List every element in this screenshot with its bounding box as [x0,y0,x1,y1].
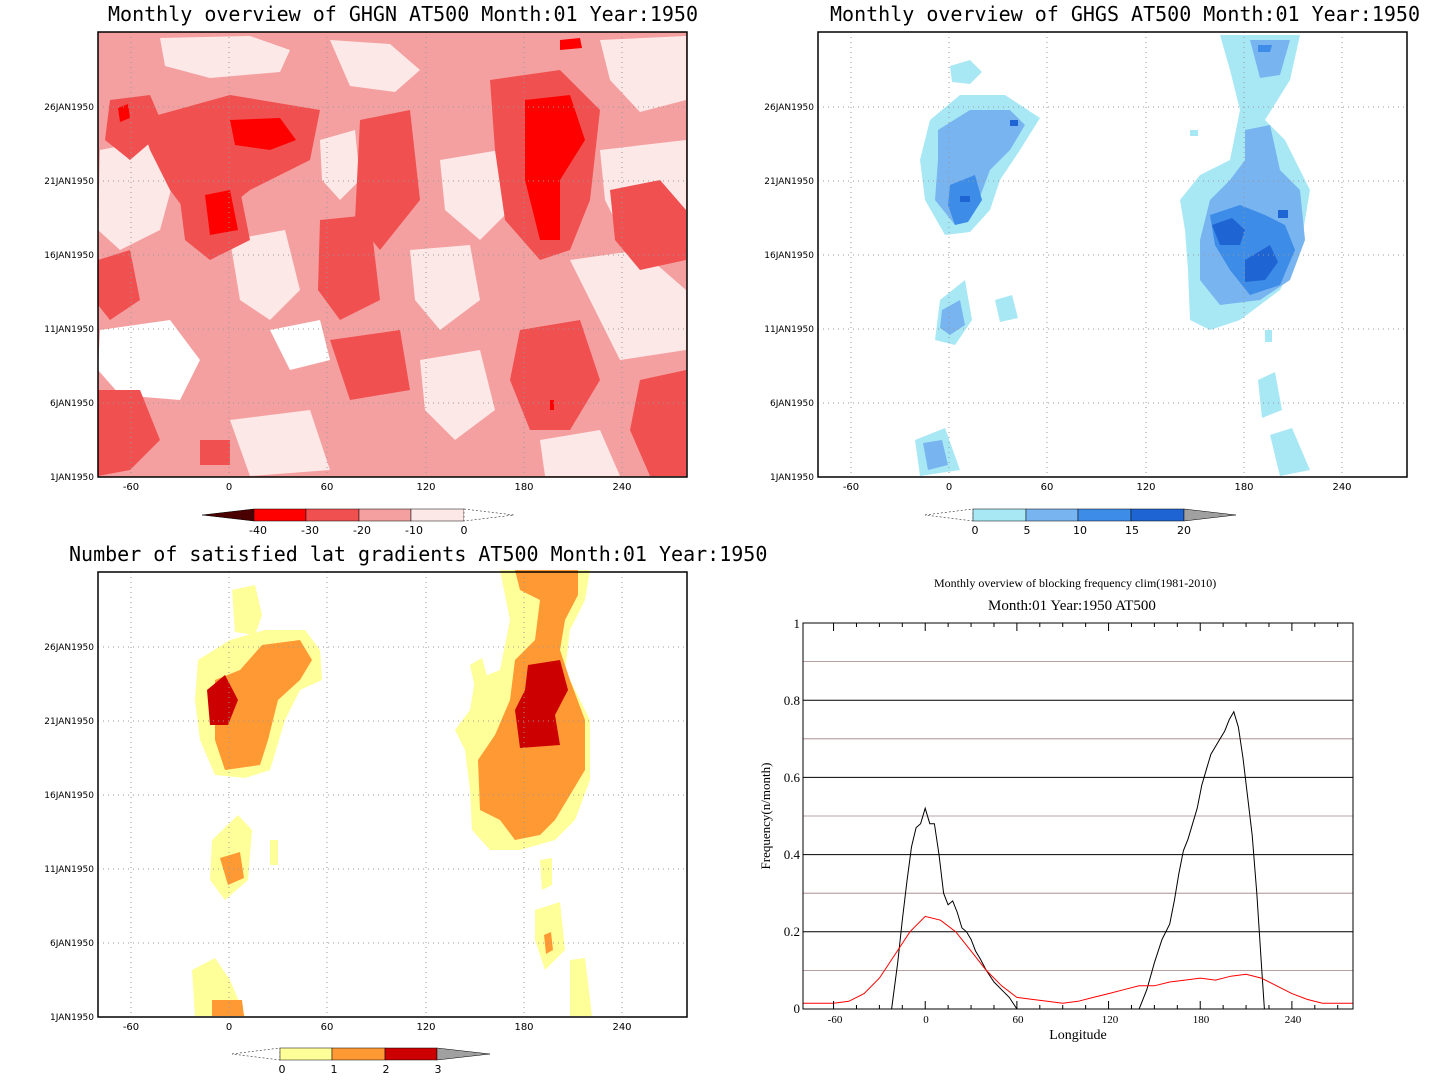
ghgs-ytick: 16JAN1950 [764,251,814,261]
ghgs-xtick: 240 [1332,482,1351,493]
ghgn-ytick: 16JAN1950 [44,251,94,261]
ghgn-panel: Monthly overview of GHGN AT500 Month:01 … [0,0,720,545]
ghgs-ytick: 6JAN1950 [770,399,814,409]
ghgn-cbar-label: 0 [461,524,468,537]
ghgs-xtick: 60 [1041,482,1054,493]
freq-grid [803,661,1353,971]
freq-subtitle: Month:01 Year:1950 AT500 [988,598,1156,614]
freq-title: Monthly overview of blocking frequency c… [934,576,1217,590]
lat-ytick: 26JAN1950 [44,643,94,653]
freq-xtick: 180 [1193,1014,1210,1026]
ghgn-ytick: 1JAN1950 [50,473,94,483]
ghgn-frame [97,31,688,478]
freq-xlabel: Longitude [1049,1028,1107,1043]
ghgs-cbar-label: 0 [972,524,979,537]
freq-series-line-1 [803,915,1353,1004]
ghgn-ytick: 26JAN1950 [44,103,94,113]
lat-grid [98,572,687,1017]
lat-ytick: 1JAN1950 [50,1013,94,1023]
lat-ytick: 21JAN1950 [44,717,94,727]
freq-xtick: 0 [923,1014,929,1026]
ghgs-xtick: -60 [843,482,859,493]
ghgn-colorbar [201,508,515,522]
ghgn-xtick: -60 [123,482,139,493]
ghgn-cbar-label: -40 [249,524,267,537]
freq-ytick: 0.8 [784,693,800,708]
lat-chart: 1JAN1950 6JAN1950 11JAN1950 16JAN1950 21… [44,570,688,1076]
lat-xtick: 60 [321,1022,334,1033]
ghgn-xtick: 0 [226,482,232,493]
lat-heatmap [192,570,592,1016]
freq-series-line-0 [891,710,1265,1010]
lat-ytick: 6JAN1950 [50,939,94,949]
ghgn-xtick: 180 [514,482,533,493]
ghgn-cbar-label: -30 [301,524,319,537]
freq-xtick: -60 [828,1014,843,1026]
ghgs-panel: Monthly overview of GHGS AT500 Month:01 … [720,0,1440,545]
ghgs-title: Monthly overview of GHGS AT500 Month:01 … [830,2,1421,26]
ghgn-xtick: 60 [321,482,334,493]
ghgs-xtick: 120 [1136,482,1155,493]
ghgs-colorbar [924,508,1237,522]
ghgs-cbar-label: 10 [1073,524,1087,537]
ghgs-frame [817,31,1408,478]
freq-xtick: 240 [1285,1014,1302,1026]
ghgn-xtick: 240 [612,482,631,493]
freq-ylabel: Frequency(n/month) [758,763,773,870]
ghgs-cbar-label: 5 [1024,524,1031,537]
freq-chart: 0 0.2 0.4 0.6 0.8 1 -60 0 60 120 180 240… [758,616,1354,1043]
ghgs-ytick: 1JAN1950 [770,473,814,483]
freq-panel: Monthly overview of blocking frequency c… [720,545,1440,1091]
ghgn-xtick: 120 [416,482,435,493]
freq-ytick: 0 [794,1001,801,1016]
lat-frame [97,571,688,1018]
lat-xtick: 120 [416,1022,435,1033]
lat-cbar-label: 0 [279,1063,286,1076]
freq-ytick: 0.6 [784,770,801,785]
ghgs-xtick: 0 [946,482,952,493]
ghgs-ytick: 26JAN1950 [764,103,814,113]
freq-xtick: 60 [1013,1014,1025,1026]
ghgs-cbar-label: 20 [1177,524,1191,537]
lat-panel: Number of satisfied lat gradients AT500 … [0,540,767,1091]
freq-xtick: 120 [1102,1014,1119,1026]
lat-cbar-label: 3 [435,1063,442,1076]
lat-ytick: 11JAN1950 [44,865,94,875]
lat-xtick: 0 [226,1022,232,1033]
lat-xtick: 180 [514,1022,533,1033]
freq-frame [802,622,1354,1010]
ghgs-ytick: 21JAN1950 [764,177,814,187]
lat-title: Number of satisfied lat gradients AT500 … [69,542,768,566]
lat-cbar-label: 2 [383,1063,390,1076]
ghgs-ytick: 11JAN1950 [764,325,814,335]
lat-colorbar [231,1047,491,1061]
lat-xtick: -60 [123,1022,139,1033]
freq-series [803,710,1353,1010]
ghgn-cbar-label: -10 [405,524,423,537]
ghgn-chart: 1JAN1950 6JAN1950 11JAN1950 16JAN1950 21… [44,31,688,537]
ghgn-ytick: 11JAN1950 [44,325,94,335]
ghgs-chart: 1JAN1950 6JAN1950 11JAN1950 16JAN1950 21… [764,31,1408,537]
ghgs-cbar-label: 15 [1125,524,1139,537]
freq-ytick: 1 [794,616,801,631]
freq-ytick: 0.4 [784,847,801,862]
freq-ytick: 0.2 [784,924,800,939]
ghgn-ytick: 6JAN1950 [50,399,94,409]
ghgn-title: Monthly overview of GHGN AT500 Month:01 … [108,2,699,26]
ghgn-ytick: 21JAN1950 [44,177,94,187]
lat-xtick: 240 [612,1022,631,1033]
ghgs-xtick: 180 [1234,482,1253,493]
ghgs-grid [818,32,1407,477]
ghgn-cbar-label: -20 [353,524,371,537]
lat-ytick: 16JAN1950 [44,791,94,801]
ghgs-heatmap [915,35,1310,476]
ghgn-grid [98,32,687,477]
freq-ticks [833,623,1339,1009]
lat-cbar-label: 1 [331,1063,338,1076]
